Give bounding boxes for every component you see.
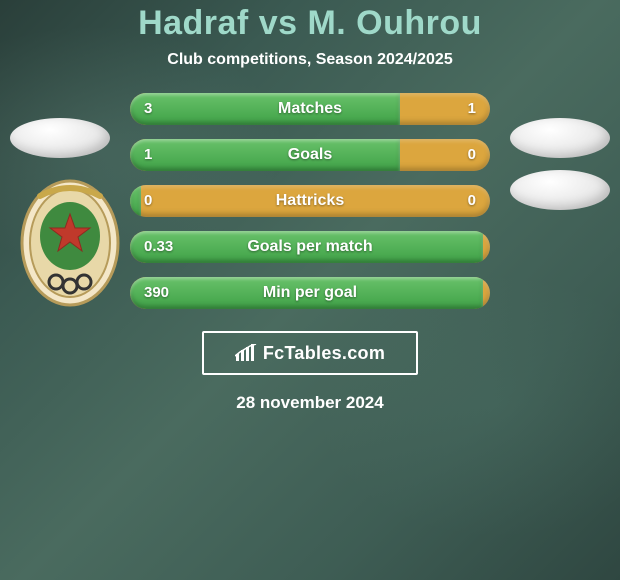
stat-bars: 3Matches11Goals00Hattricks00.33Goals per… (130, 93, 490, 309)
brand-box: FcTables.com (202, 331, 418, 375)
date-text: 28 november 2024 (0, 393, 620, 413)
stat-value-right: 1 (468, 93, 476, 125)
stat-bar: 0.33Goals per match (130, 231, 490, 263)
page-title: Hadraf vs M. Ouhrou (0, 4, 620, 43)
stat-bar: 390Min per goal (130, 277, 490, 309)
bar-chart-icon (235, 344, 257, 362)
team-right-placeholder-ellipse-2 (510, 170, 610, 210)
subtitle: Club competitions, Season 2024/2025 (0, 51, 620, 69)
card: Hadraf vs M. Ouhrou Club competitions, S… (0, 0, 620, 580)
stat-label: Min per goal (130, 277, 490, 309)
stat-label: Goals per match (130, 231, 490, 263)
stat-bar: 3Matches1 (130, 93, 490, 125)
team-left-placeholder-ellipse (10, 118, 110, 158)
crest-icon (20, 178, 120, 308)
stat-label: Matches (130, 93, 490, 125)
stat-value-right: 0 (468, 139, 476, 171)
stat-bar: 0Hattricks0 (130, 185, 490, 217)
stat-label: Goals (130, 139, 490, 171)
stat-label: Hattricks (130, 185, 490, 217)
stat-bar: 1Goals0 (130, 139, 490, 171)
team-left-crest (20, 178, 120, 308)
stat-value-right: 0 (468, 185, 476, 217)
team-right-placeholder-ellipse (510, 118, 610, 158)
brand-text: FcTables.com (263, 343, 385, 364)
